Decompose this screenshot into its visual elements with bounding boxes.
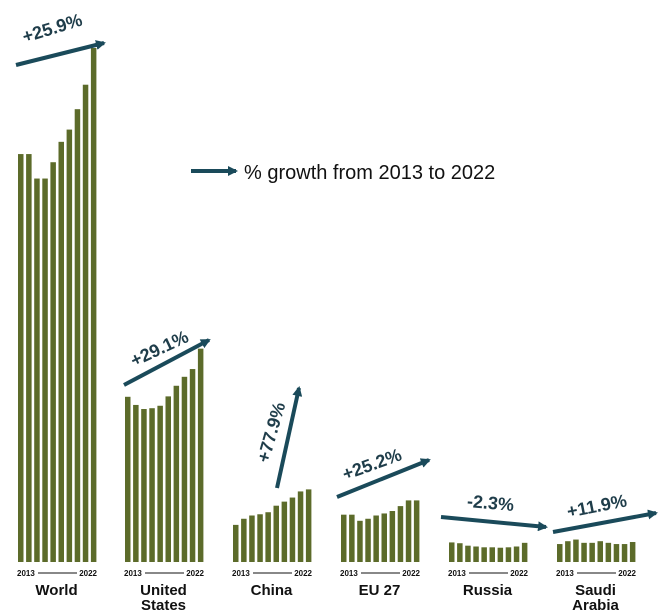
bar (173, 385, 180, 562)
bar (597, 541, 603, 562)
bar (481, 547, 487, 562)
legend: % growth from 2013 to 2022 (191, 162, 495, 184)
bar (149, 408, 155, 562)
category-label: United States (140, 582, 187, 613)
year-start-label: 2013 (124, 569, 142, 578)
bar (341, 514, 347, 562)
year-start-label: 2013 (17, 569, 35, 578)
bar (26, 154, 32, 562)
bar (573, 539, 579, 562)
bar (133, 404, 139, 562)
bar (397, 506, 404, 562)
bar (233, 524, 239, 562)
growth-arrow-icon (440, 515, 548, 532)
bar (349, 514, 355, 562)
bar (413, 500, 420, 562)
bar (189, 369, 196, 562)
bar (513, 546, 520, 562)
bar (473, 546, 479, 562)
bar (34, 178, 40, 563)
growth-label: +11.9% (565, 491, 628, 522)
bar (589, 542, 595, 562)
bar (581, 542, 587, 562)
growth-arrow-icon (552, 509, 658, 534)
growth-label: +25.9% (20, 10, 85, 47)
bar (505, 547, 512, 562)
year-start-label: 2013 (448, 569, 466, 578)
bar (457, 543, 463, 562)
bar (58, 141, 64, 562)
bar (489, 547, 495, 562)
growth-arrow-icon (15, 40, 106, 67)
bar (273, 505, 279, 562)
category-label: Saudi Arabia (572, 582, 619, 613)
bar (90, 48, 97, 562)
bar (621, 544, 628, 562)
bar (357, 520, 363, 562)
bar (125, 396, 131, 562)
bar (257, 514, 263, 562)
bar-group: 2013 2022 Russia -2.3% (440, 491, 548, 599)
growth-label: -2.3% (466, 491, 515, 515)
bar (305, 489, 312, 562)
bar (373, 515, 379, 562)
bar (181, 376, 188, 562)
bar (82, 84, 89, 563)
bar (265, 512, 271, 562)
year-end-label: 2022 (618, 569, 636, 578)
bar (42, 178, 48, 563)
bar (365, 518, 371, 562)
bar (521, 542, 528, 562)
growth-arrow-icon (336, 458, 431, 499)
bar (629, 542, 636, 562)
bar (465, 545, 471, 562)
bar (66, 129, 73, 562)
bar (605, 542, 612, 562)
bar (281, 501, 288, 562)
bar (289, 497, 296, 562)
bar (381, 513, 387, 562)
bar (565, 541, 571, 562)
bar (557, 544, 563, 562)
legend-text: % growth from 2013 to 2022 (244, 162, 495, 184)
bar (74, 109, 81, 562)
bar (389, 511, 396, 562)
bar (449, 542, 455, 562)
category-label: EU 27 (359, 582, 401, 599)
bar (497, 547, 504, 562)
bar (197, 348, 204, 562)
year-end-label: 2022 (186, 569, 204, 578)
year-end-label: 2022 (294, 569, 312, 578)
year-start-label: 2013 (340, 569, 358, 578)
bar (50, 162, 56, 562)
bar (297, 491, 304, 562)
year-start-label: 2013 (556, 569, 574, 578)
year-end-label: 2022 (402, 569, 420, 578)
category-label: China (251, 582, 293, 599)
bar (613, 544, 620, 562)
category-label: Russia (463, 582, 513, 599)
bar (165, 396, 171, 562)
bar (241, 518, 247, 562)
bar (141, 409, 147, 562)
growth-arrow-icon (275, 386, 303, 489)
bar (157, 405, 163, 562)
bar (18, 154, 24, 562)
category-label: World (35, 582, 77, 599)
bar (249, 515, 255, 562)
year-end-label: 2022 (79, 569, 97, 578)
year-end-label: 2022 (510, 569, 528, 578)
year-start-label: 2013 (232, 569, 250, 578)
bar (405, 500, 412, 562)
growth-label: +25.2% (340, 444, 405, 484)
growth-arrow-icon (123, 338, 211, 387)
bar-group: 2013 2022 Saudi Arabia +11.9% (552, 491, 658, 613)
